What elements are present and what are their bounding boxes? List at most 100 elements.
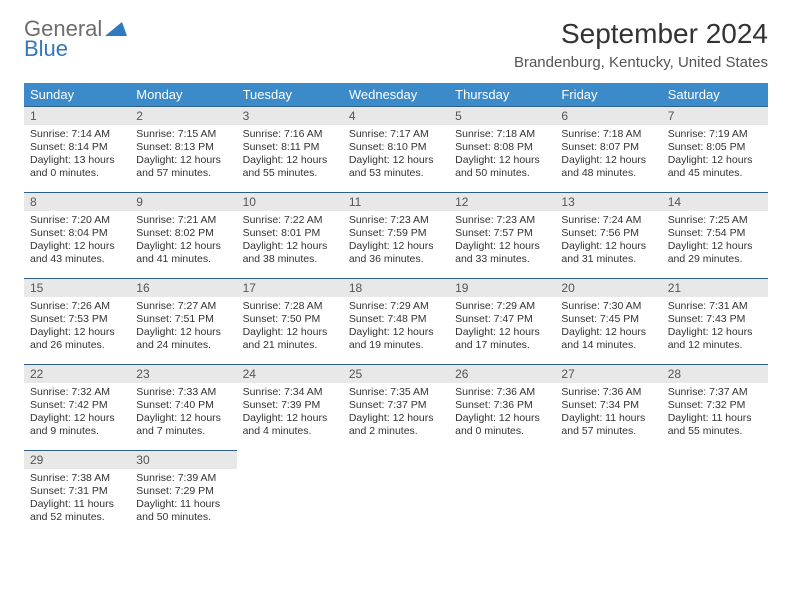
day-dl2: and 53 minutes.	[349, 167, 443, 180]
day-body: Sunrise: 7:17 AMSunset: 8:10 PMDaylight:…	[343, 125, 449, 185]
calendar-week-row: 15Sunrise: 7:26 AMSunset: 7:53 PMDayligh…	[24, 278, 768, 364]
calendar-cell: 27Sunrise: 7:36 AMSunset: 7:34 PMDayligh…	[555, 364, 661, 450]
day-number: 25	[343, 365, 449, 383]
day-body: Sunrise: 7:18 AMSunset: 8:07 PMDaylight:…	[555, 125, 661, 185]
calendar-cell: 23Sunrise: 7:33 AMSunset: 7:40 PMDayligh…	[130, 364, 236, 450]
day-body: Sunrise: 7:31 AMSunset: 7:43 PMDaylight:…	[662, 297, 768, 357]
calendar-cell: 3Sunrise: 7:16 AMSunset: 8:11 PMDaylight…	[237, 106, 343, 192]
day-cell: 6Sunrise: 7:18 AMSunset: 8:07 PMDaylight…	[555, 106, 661, 192]
day-number: 23	[130, 365, 236, 383]
location-text: Brandenburg, Kentucky, United States	[514, 54, 768, 71]
day-ss: Sunset: 8:10 PM	[349, 141, 443, 154]
weekday-header: Wednesday	[343, 83, 449, 106]
day-body: Sunrise: 7:16 AMSunset: 8:11 PMDaylight:…	[237, 125, 343, 185]
calendar-cell	[237, 450, 343, 536]
day-sr: Sunrise: 7:34 AM	[243, 386, 337, 399]
day-cell: 1Sunrise: 7:14 AMSunset: 8:14 PMDaylight…	[24, 106, 130, 192]
day-body: Sunrise: 7:22 AMSunset: 8:01 PMDaylight:…	[237, 211, 343, 271]
day-cell: 27Sunrise: 7:36 AMSunset: 7:34 PMDayligh…	[555, 364, 661, 450]
calendar-cell: 15Sunrise: 7:26 AMSunset: 7:53 PMDayligh…	[24, 278, 130, 364]
day-sr: Sunrise: 7:38 AM	[30, 472, 124, 485]
calendar-cell: 28Sunrise: 7:37 AMSunset: 7:32 PMDayligh…	[662, 364, 768, 450]
day-dl2: and 38 minutes.	[243, 253, 337, 266]
day-dl1: Daylight: 12 hours	[455, 154, 549, 167]
day-ss: Sunset: 7:40 PM	[136, 399, 230, 412]
day-body: Sunrise: 7:38 AMSunset: 7:31 PMDaylight:…	[24, 469, 130, 529]
day-sr: Sunrise: 7:29 AM	[455, 300, 549, 313]
day-ss: Sunset: 7:39 PM	[243, 399, 337, 412]
day-dl1: Daylight: 12 hours	[243, 154, 337, 167]
day-sr: Sunrise: 7:26 AM	[30, 300, 124, 313]
day-dl2: and 7 minutes.	[136, 425, 230, 438]
calendar-cell: 5Sunrise: 7:18 AMSunset: 8:08 PMDaylight…	[449, 106, 555, 192]
day-dl1: Daylight: 12 hours	[561, 240, 655, 253]
day-ss: Sunset: 7:32 PM	[668, 399, 762, 412]
day-body: Sunrise: 7:27 AMSunset: 7:51 PMDaylight:…	[130, 297, 236, 357]
day-body: Sunrise: 7:18 AMSunset: 8:08 PMDaylight:…	[449, 125, 555, 185]
day-dl1: Daylight: 12 hours	[243, 240, 337, 253]
day-ss: Sunset: 7:34 PM	[561, 399, 655, 412]
day-body: Sunrise: 7:15 AMSunset: 8:13 PMDaylight:…	[130, 125, 236, 185]
weekday-header: Saturday	[662, 83, 768, 106]
month-title: September 2024	[514, 18, 768, 50]
day-cell: 8Sunrise: 7:20 AMSunset: 8:04 PMDaylight…	[24, 192, 130, 278]
calendar-cell: 8Sunrise: 7:20 AMSunset: 8:04 PMDaylight…	[24, 192, 130, 278]
day-number: 21	[662, 279, 768, 297]
day-number: 11	[343, 193, 449, 211]
day-cell: 2Sunrise: 7:15 AMSunset: 8:13 PMDaylight…	[130, 106, 236, 192]
calendar-week-row: 1Sunrise: 7:14 AMSunset: 8:14 PMDaylight…	[24, 106, 768, 192]
calendar-cell: 22Sunrise: 7:32 AMSunset: 7:42 PMDayligh…	[24, 364, 130, 450]
day-ss: Sunset: 8:11 PM	[243, 141, 337, 154]
day-sr: Sunrise: 7:22 AM	[243, 214, 337, 227]
day-number: 20	[555, 279, 661, 297]
weekday-header: Tuesday	[237, 83, 343, 106]
day-cell: 14Sunrise: 7:25 AMSunset: 7:54 PMDayligh…	[662, 192, 768, 278]
day-dl2: and 29 minutes.	[668, 253, 762, 266]
day-dl2: and 24 minutes.	[136, 339, 230, 352]
day-dl2: and 0 minutes.	[30, 167, 124, 180]
calendar-cell: 4Sunrise: 7:17 AMSunset: 8:10 PMDaylight…	[343, 106, 449, 192]
calendar-cell: 24Sunrise: 7:34 AMSunset: 7:39 PMDayligh…	[237, 364, 343, 450]
day-number: 9	[130, 193, 236, 211]
day-ss: Sunset: 7:54 PM	[668, 227, 762, 240]
day-sr: Sunrise: 7:28 AM	[243, 300, 337, 313]
day-ss: Sunset: 7:50 PM	[243, 313, 337, 326]
day-cell: 29Sunrise: 7:38 AMSunset: 7:31 PMDayligh…	[24, 450, 130, 536]
day-cell: 23Sunrise: 7:33 AMSunset: 7:40 PMDayligh…	[130, 364, 236, 450]
day-cell: 30Sunrise: 7:39 AMSunset: 7:29 PMDayligh…	[130, 450, 236, 536]
day-dl2: and 21 minutes.	[243, 339, 337, 352]
day-sr: Sunrise: 7:24 AM	[561, 214, 655, 227]
day-ss: Sunset: 7:53 PM	[30, 313, 124, 326]
calendar-cell: 21Sunrise: 7:31 AMSunset: 7:43 PMDayligh…	[662, 278, 768, 364]
day-dl2: and 33 minutes.	[455, 253, 549, 266]
day-dl1: Daylight: 12 hours	[243, 412, 337, 425]
day-sr: Sunrise: 7:36 AM	[561, 386, 655, 399]
day-dl1: Daylight: 12 hours	[136, 326, 230, 339]
day-cell: 13Sunrise: 7:24 AMSunset: 7:56 PMDayligh…	[555, 192, 661, 278]
calendar-cell: 26Sunrise: 7:36 AMSunset: 7:36 PMDayligh…	[449, 364, 555, 450]
day-dl1: Daylight: 11 hours	[30, 498, 124, 511]
day-cell: 20Sunrise: 7:30 AMSunset: 7:45 PMDayligh…	[555, 278, 661, 364]
day-body: Sunrise: 7:32 AMSunset: 7:42 PMDaylight:…	[24, 383, 130, 443]
day-dl2: and 31 minutes.	[561, 253, 655, 266]
day-dl1: Daylight: 11 hours	[136, 498, 230, 511]
day-number: 27	[555, 365, 661, 383]
day-cell: 26Sunrise: 7:36 AMSunset: 7:36 PMDayligh…	[449, 364, 555, 450]
day-dl2: and 43 minutes.	[30, 253, 124, 266]
day-cell: 15Sunrise: 7:26 AMSunset: 7:53 PMDayligh…	[24, 278, 130, 364]
calendar-cell: 29Sunrise: 7:38 AMSunset: 7:31 PMDayligh…	[24, 450, 130, 536]
day-sr: Sunrise: 7:18 AM	[561, 128, 655, 141]
day-cell: 12Sunrise: 7:23 AMSunset: 7:57 PMDayligh…	[449, 192, 555, 278]
day-ss: Sunset: 8:07 PM	[561, 141, 655, 154]
day-body: Sunrise: 7:35 AMSunset: 7:37 PMDaylight:…	[343, 383, 449, 443]
day-dl1: Daylight: 12 hours	[668, 326, 762, 339]
day-sr: Sunrise: 7:39 AM	[136, 472, 230, 485]
day-ss: Sunset: 7:57 PM	[455, 227, 549, 240]
day-dl2: and 52 minutes.	[30, 511, 124, 524]
day-dl1: Daylight: 12 hours	[136, 240, 230, 253]
weekday-header-row: Sunday Monday Tuesday Wednesday Thursday…	[24, 83, 768, 106]
calendar-cell	[449, 450, 555, 536]
calendar-cell: 13Sunrise: 7:24 AMSunset: 7:56 PMDayligh…	[555, 192, 661, 278]
day-dl2: and 48 minutes.	[561, 167, 655, 180]
day-sr: Sunrise: 7:23 AM	[349, 214, 443, 227]
